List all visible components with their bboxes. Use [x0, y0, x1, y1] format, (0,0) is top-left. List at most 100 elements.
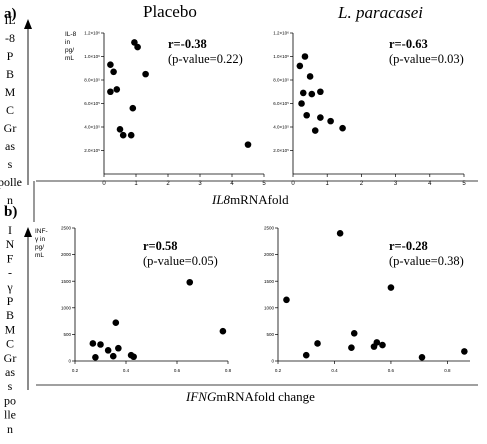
data-point	[311, 127, 319, 134]
data-point	[219, 327, 227, 335]
data-point	[104, 347, 112, 354]
x-tick-label: 4	[230, 181, 234, 187]
xlabel-b: IFNGmRNAfold change	[185, 389, 315, 404]
xlabel-b-italic: IFNG	[185, 389, 217, 404]
data-point	[127, 131, 135, 139]
x-tick-label: 3	[394, 181, 398, 187]
side-label-a-part-7: as	[5, 139, 15, 153]
y-tick-label: 8.0×10⁵	[273, 78, 289, 83]
x-tick-label: 0.4	[123, 368, 130, 373]
side-label-b-part-8: C	[6, 337, 14, 351]
data-point	[301, 53, 309, 60]
x-tick-label: 0.4	[331, 368, 338, 373]
side-label-b-part-12: po	[4, 393, 16, 407]
y-tick-label: 0	[68, 359, 71, 364]
y-tick-label: 1.0×10⁶	[84, 54, 100, 59]
side-label-b-part-11: s	[8, 379, 13, 393]
data-point	[302, 351, 310, 359]
side-label-a-part-5: C	[6, 103, 14, 117]
x-tick-label: 0.2	[275, 368, 282, 373]
x-tick-label: 0.8	[225, 368, 232, 373]
data-point	[303, 111, 310, 119]
x-tick-label: 5	[262, 181, 266, 187]
panel-a-label: a)	[4, 6, 17, 22]
y-tick-label: 1500	[264, 279, 275, 284]
r-value: r=0.58	[143, 239, 178, 253]
r-value: r=-0.38	[168, 37, 207, 51]
axis-arrow-b-head	[24, 227, 32, 237]
side-label-b-part-14: n	[7, 422, 13, 436]
data-point	[97, 341, 104, 348]
side-label-b-part-0: I	[8, 223, 12, 237]
data-point	[107, 61, 114, 69]
data-point	[112, 319, 120, 326]
scatter-plot-1: 0 1 2 3 4 5 2.0×10⁵ 4.0×10⁵ 6.0×10⁵ 8.0×10⁵ 1.0×10…	[273, 31, 466, 187]
xlabel-a-italic: IL8	[211, 192, 231, 207]
scatter-plot-3: 0.2 0.4 0.6 0.8 0 500 1000 1500 2000 2500 r=-0.28(…	[264, 226, 470, 373]
x-tick-label: 0.8	[444, 368, 451, 373]
y-tick-label: 2.0×10⁵	[84, 148, 100, 153]
data-point	[461, 348, 468, 355]
side-label-a-part-1: -8	[5, 31, 15, 45]
data-point	[107, 88, 114, 96]
col-title-placebo: Placebo	[143, 2, 197, 21]
p-value: (p-value=0.05)	[143, 254, 218, 268]
y-tick-label: 1.2×10⁶	[273, 31, 289, 36]
x-tick-label: 4	[428, 181, 432, 187]
xlabel-b-rest: mRNAfold change	[216, 389, 315, 404]
y-tick-label: 1000	[61, 305, 72, 310]
data-point	[308, 90, 316, 98]
y-tick-label: 4.0×10⁵	[273, 125, 289, 130]
y-tick-label: 8.0×10⁵	[84, 78, 100, 83]
data-point	[299, 89, 307, 97]
y-tick-label: 2000	[61, 252, 72, 257]
r-value: r=-0.28	[389, 239, 428, 253]
y-tick-label: 2000	[264, 252, 275, 257]
y-tick-label: 2500	[264, 226, 275, 231]
p-value: (p-value=0.03)	[389, 52, 464, 66]
y-tick-label: 0	[271, 359, 274, 364]
xlabel-a: IL8mRNAfold	[211, 192, 289, 207]
data-point	[317, 88, 324, 96]
r-value: r=-0.63	[389, 37, 428, 51]
side-label-b-part-10: as	[5, 365, 15, 379]
side-label-a-part-8: s	[8, 157, 13, 171]
data-point	[317, 114, 324, 121]
data-point	[283, 296, 290, 304]
data-point	[109, 352, 117, 360]
y-tick-label: 2500	[61, 226, 72, 231]
data-point	[373, 339, 381, 346]
side-label-b-part-6: B	[6, 308, 14, 322]
data-point	[89, 340, 97, 347]
x-tick-label: 0.6	[174, 368, 181, 373]
col-title-paracasei: L. paracasei	[337, 3, 423, 22]
data-point	[336, 230, 344, 237]
y-axis-label: γ in	[35, 236, 46, 243]
data-point	[115, 344, 122, 352]
y-axis-label: mL	[65, 55, 74, 62]
data-point	[186, 278, 194, 286]
side-label-a-part-2: P	[7, 49, 14, 63]
plots: 0 1 2 3 4 5 2.0×10⁵ 4.0×10⁵ 6.0×10⁵ 8.0×10⁵ 1.0×10…	[35, 31, 470, 373]
data-point	[350, 330, 358, 337]
side-label-a-part-4: M	[5, 85, 16, 99]
side-label-b-part-9: Gr	[4, 351, 17, 365]
data-point	[142, 70, 149, 78]
data-point	[298, 100, 305, 107]
data-point	[348, 344, 355, 352]
x-tick-label: 0.6	[388, 368, 395, 373]
scatter-plot-2: 0.2 0.4 0.6 0.8 0 500 1000 1500 2000 2500 r=0.58(p…	[35, 226, 232, 373]
data-point	[387, 284, 395, 291]
x-tick-label: 2	[166, 181, 170, 187]
y-tick-label: 1.0×10⁶	[273, 54, 289, 59]
side-label-a-part-6: Gr	[4, 121, 17, 135]
data-point	[129, 104, 137, 112]
data-point	[327, 117, 334, 125]
data-point	[314, 340, 321, 347]
y-tick-label: 4.0×10⁵	[84, 125, 100, 130]
side-label-b-part-4: γ	[6, 280, 13, 294]
data-point	[244, 141, 252, 148]
data-point	[296, 62, 304, 70]
